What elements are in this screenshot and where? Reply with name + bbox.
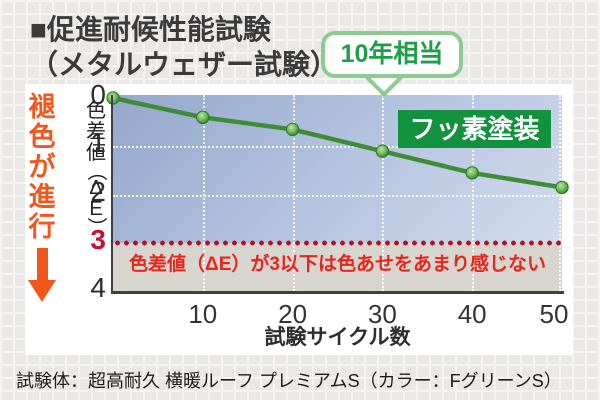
data-point [375, 144, 390, 158]
down-arrow-icon [28, 248, 56, 302]
gridline-vertical [292, 95, 295, 291]
data-point [106, 91, 120, 105]
gridline-horizontal [113, 146, 562, 149]
specimen-caption: 試験体：超高耐久 横暖ルーフ プレミアムS（カラー：FグリーンS） [16, 371, 562, 391]
x-axis-title: 試験サイクル数 [264, 326, 411, 349]
plot-area: 色差値（ΔE）が3以下は色あせをあまり感じない フッ素塗装 [106, 91, 569, 291]
gridline-vertical [472, 95, 475, 291]
threshold-note: 色差値（ΔE）が3以下は色あせをあまり感じない [129, 254, 546, 275]
threshold-band [113, 243, 562, 291]
series-label: フッ素塗装 [398, 110, 551, 148]
gridline-vertical [382, 95, 385, 291]
data-point [196, 110, 210, 125]
x-tick-label: 20 [278, 299, 308, 329]
x-tick-label: 40 [457, 299, 487, 329]
x-tick-label: 30 [367, 299, 397, 329]
threshold-line [113, 240, 562, 246]
x-axis-line [111, 291, 564, 294]
gridline-vertical [202, 95, 205, 291]
data-point [465, 166, 479, 180]
fade-direction-label: 褪色が進行 [28, 92, 56, 242]
trend-line [110, 95, 565, 190]
data-point [285, 122, 300, 137]
y-tick-label: 1 [90, 127, 106, 159]
y-tick-label: 3 [90, 223, 106, 255]
chart-title-line2: （メタルウェザー試験） [30, 49, 339, 80]
x-tick-label: 50 [539, 299, 569, 329]
y-axis-title: 色差値（Δ E） [85, 100, 107, 238]
chart-title: ■促進耐候性能試験 （メタルウェザー試験） [30, 12, 338, 82]
series-line-chart [106, 91, 569, 195]
y-axis-line [111, 95, 113, 294]
y-tick-label: 2 [90, 175, 106, 207]
y-tick-label: 0 [90, 79, 106, 110]
chart-title-line1: ■促進耐候性能試験 [30, 14, 271, 45]
x-tick-label: 10 [188, 299, 218, 329]
gridline-horizontal [113, 194, 562, 197]
data-point [555, 180, 569, 195]
y-tick-label: 4 [90, 272, 106, 304]
callout-bubble: 10年相当 [321, 31, 463, 78]
